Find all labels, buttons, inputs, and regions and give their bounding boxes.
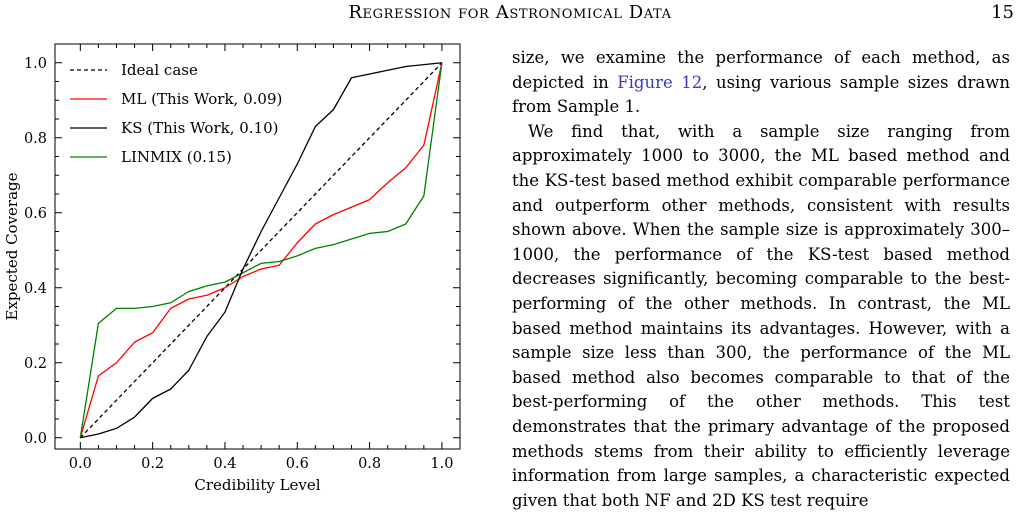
page-number: 15 <box>991 2 1014 23</box>
legend: Ideal case ML (This Work, 0.09) KS (This W… <box>70 61 282 166</box>
series-lines <box>79 62 443 439</box>
figure-12-link[interactable]: Figure 12 <box>617 72 703 92</box>
paragraph-1-text-a: size, we examine the performance of each… <box>512 48 1010 92</box>
plot-frame <box>54 43 461 450</box>
running-header: Regression for Astronomical Data 15 <box>0 0 1020 30</box>
legend-label: KS (This Work, 0.10) <box>121 119 279 137</box>
y-tick-label: 0.4 <box>24 281 47 297</box>
paragraph-2: We find that, with a sample size ranging… <box>512 121 1010 510</box>
x-tick-label: 0.8 <box>358 456 381 472</box>
y-axis-label: Expected Coverage <box>3 172 21 320</box>
x-tick-label: 0.6 <box>286 456 309 472</box>
body-text-column: size, we examine the performance of each… <box>512 46 1010 513</box>
running-title: Regression for Astronomical Data <box>348 2 672 23</box>
legend-label: LINMIX (0.15) <box>121 148 232 166</box>
x-axis-label: Credibility Level <box>194 476 320 494</box>
axis-ticks: 0.0 0.2 0.4 0.6 0.8 1.0 0.0 0.2 0.4 0.6 0.8 1.0 <box>24 44 460 472</box>
x-tick-label: 0.4 <box>213 456 236 472</box>
x-tick-label: 0.0 <box>69 456 92 472</box>
y-tick-label: 1.0 <box>24 56 47 72</box>
series-line-1 <box>79 62 443 438</box>
paragraph-1: size, we examine the performance of each… <box>512 46 1010 120</box>
y-tick-label: 0.8 <box>24 131 47 147</box>
x-tick-label: 0.2 <box>141 456 164 472</box>
coverage-figure: 0.0 0.2 0.4 0.6 0.8 1.0 0.0 0.2 0.4 0.6 0.8 1.0 Ide… <box>3 43 461 494</box>
series-line-2 <box>80 62 442 439</box>
paragraph-1-text-b: , using various sample sizes drawn from … <box>512 72 1010 117</box>
series-line-3 <box>79 62 443 438</box>
legend-label: ML (This Work, 0.09) <box>121 90 282 108</box>
series-line-0 <box>79 62 443 439</box>
y-tick-label: 0.0 <box>24 431 47 447</box>
legend-label: Ideal case <box>121 61 198 79</box>
y-tick-label: 0.2 <box>24 356 47 372</box>
y-tick-label: 0.6 <box>24 206 47 222</box>
x-tick-label: 1.0 <box>430 456 453 472</box>
